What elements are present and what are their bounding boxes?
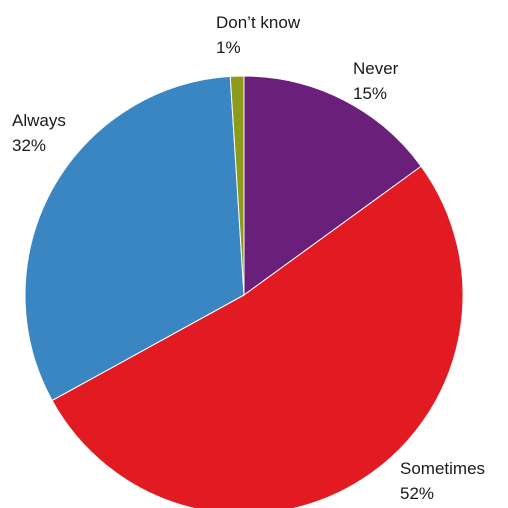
- pie-slice-don-t-know: [229, 75, 245, 296]
- pie-slice-never: [243, 75, 422, 296]
- slice-label-sometimes-name: Sometimes: [400, 459, 485, 478]
- pie-slice-always: [24, 75, 245, 402]
- slice-label-dont-know-name: Don’t know: [216, 13, 301, 32]
- slice-label-never-value: 15%: [353, 84, 387, 103]
- slice-label-never-name: Never: [353, 59, 399, 78]
- slice-label-always-name: Always: [12, 111, 66, 130]
- pie-slices: [24, 75, 464, 508]
- slice-label-dont-know-value: 1%: [216, 38, 241, 57]
- pie-slice-sometimes: [51, 165, 464, 508]
- slice-label-sometimes-value: 52%: [400, 484, 434, 503]
- slice-label-always-value: 32%: [12, 136, 46, 155]
